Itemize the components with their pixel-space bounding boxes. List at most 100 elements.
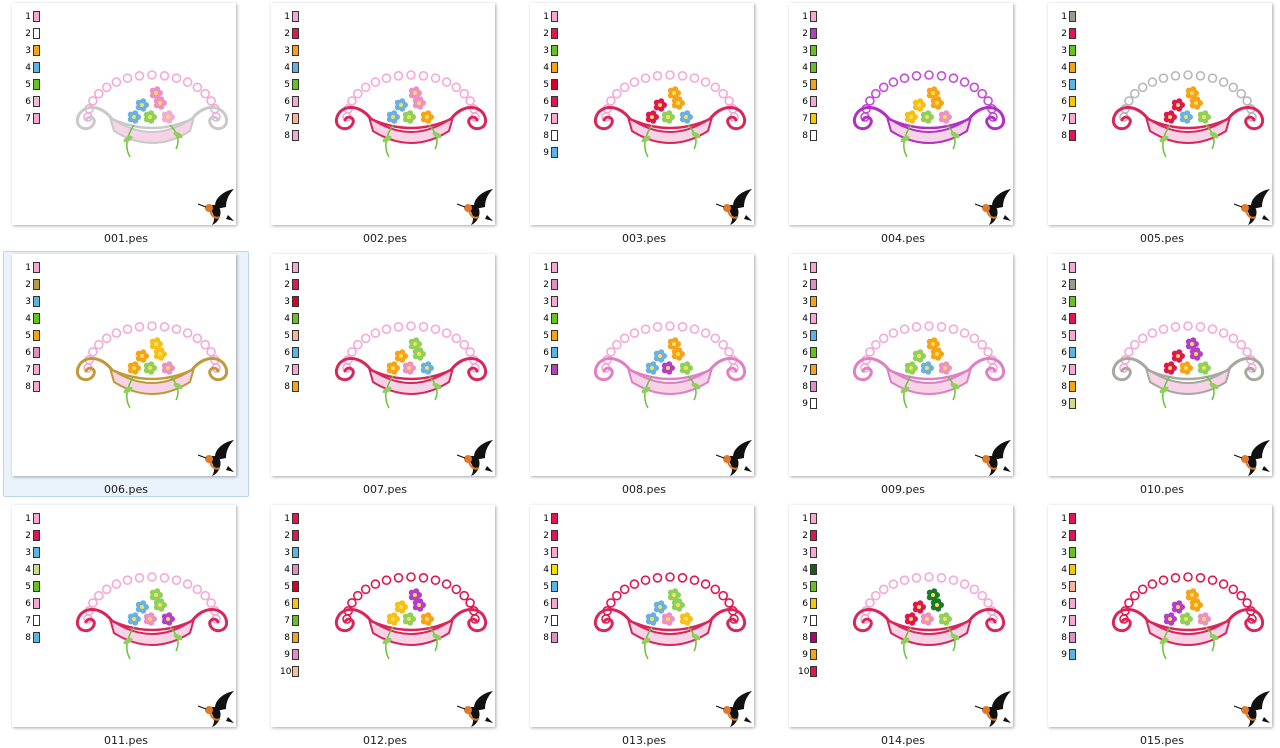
thread-color-row: 4 <box>798 561 817 578</box>
file-tile[interactable]: 1 2 3 4 5 6 7 8 9 10 014.pes <box>780 502 1026 748</box>
thread-color-number: 7 <box>1061 615 1067 626</box>
thread-color-number: 3 <box>284 296 290 307</box>
file-thumbnail[interactable]: 1 2 3 4 5 6 7 8 9 10 <box>789 505 1013 727</box>
thread-color-row: 7 <box>280 361 299 378</box>
thread-color-swatch <box>33 581 40 592</box>
thread-color-number: 2 <box>543 279 549 290</box>
thread-color-swatch <box>1069 632 1076 643</box>
thread-color-row: 7 <box>21 612 40 629</box>
embroidery-design-preview <box>1111 321 1265 409</box>
thread-color-row: 8 <box>798 629 817 646</box>
thread-color-row: 6 <box>1057 344 1076 361</box>
thread-color-row: 8 <box>798 127 817 144</box>
thread-color-swatch <box>810 598 817 609</box>
file-thumbnail[interactable]: 1 2 3 4 5 6 7 <box>12 3 236 225</box>
thread-color-swatch <box>551 62 558 73</box>
thread-color-list: 1 2 3 4 5 6 7 8 9 <box>1057 259 1076 412</box>
thread-color-number: 8 <box>284 130 290 141</box>
thread-color-number: 9 <box>802 649 808 660</box>
thread-color-number: 8 <box>802 381 808 392</box>
file-tile[interactable]: 1 2 3 4 5 6 7 8 9 003.pes <box>521 0 767 246</box>
file-tile[interactable]: 1 2 3 4 5 6 7 8 011.pes <box>3 502 249 748</box>
file-thumbnail[interactable]: 1 2 3 4 5 6 7 8 <box>271 254 495 476</box>
file-thumbnail[interactable]: 1 2 3 4 5 6 7 8 <box>271 3 495 225</box>
thread-color-number: 1 <box>284 11 290 22</box>
file-tile[interactable]: 1 2 3 4 5 6 7 8 002.pes <box>262 0 508 246</box>
file-thumbnail[interactable]: 1 2 3 4 5 6 7 8 9 <box>1048 505 1272 727</box>
file-tile[interactable]: 1 2 3 4 5 6 7 008.pes <box>521 251 767 497</box>
embroidery-design-preview <box>852 70 1006 158</box>
thread-color-row: 6 <box>21 93 40 110</box>
thread-color-number: 2 <box>25 28 31 39</box>
thread-color-row: 9 <box>539 144 558 161</box>
thread-color-number: 3 <box>284 547 290 558</box>
file-tile[interactable]: 1 2 3 4 5 6 7 8 007.pes <box>262 251 508 497</box>
file-thumbnail[interactable]: 1 2 3 4 5 6 7 8 9 <box>789 254 1013 476</box>
thread-color-row: 3 <box>1057 544 1076 561</box>
thread-color-swatch <box>551 113 558 124</box>
thread-color-swatch <box>292 666 299 677</box>
thread-color-number: 8 <box>543 130 549 141</box>
thread-color-number: 5 <box>284 79 290 90</box>
thread-color-number: 2 <box>284 28 290 39</box>
thread-color-swatch <box>1069 530 1076 541</box>
file-name: 004.pes <box>881 232 925 245</box>
thread-color-swatch <box>292 45 299 56</box>
file-name: 005.pes <box>1140 232 1184 245</box>
thread-color-number: 4 <box>802 564 808 575</box>
thread-color-swatch <box>551 279 558 290</box>
thread-color-swatch <box>810 28 817 39</box>
thread-color-number: 8 <box>802 130 808 141</box>
file-thumbnail[interactable]: 1 2 3 4 5 6 7 8 9 10 <box>271 505 495 727</box>
file-thumbnail[interactable]: 1 2 3 4 5 6 7 8 9 <box>1048 254 1272 476</box>
thread-color-number: 5 <box>284 330 290 341</box>
thread-color-row: 1 <box>280 8 299 25</box>
file-tile[interactable]: 1 2 3 4 5 6 7 8 005.pes <box>1039 0 1280 246</box>
thread-color-number: 4 <box>1061 313 1067 324</box>
thread-color-list: 1 2 3 4 5 6 7 8 <box>21 510 40 646</box>
thread-color-swatch <box>810 79 817 90</box>
thread-color-swatch <box>810 45 817 56</box>
file-name: 002.pes <box>363 232 407 245</box>
thread-color-list: 1 2 3 4 5 6 7 8 9 <box>798 259 817 412</box>
thread-color-swatch <box>33 113 40 124</box>
thread-color-row: 5 <box>798 76 817 93</box>
file-tile[interactable]: 1 2 3 4 5 6 7 8 9 009.pes <box>780 251 1026 497</box>
file-thumbnail[interactable]: 1 2 3 4 5 6 7 8 <box>789 3 1013 225</box>
thread-color-row: 3 <box>539 544 558 561</box>
thread-color-row: 3 <box>1057 42 1076 59</box>
thread-color-swatch <box>33 530 40 541</box>
thread-color-row: 8 <box>280 127 299 144</box>
hummingbird-logo-icon <box>198 189 234 225</box>
file-tile[interactable]: 1 2 3 4 5 6 7 8 9 010.pes <box>1039 251 1280 497</box>
thread-color-number: 7 <box>802 364 808 375</box>
file-thumbnail[interactable]: 1 2 3 4 5 6 7 8 <box>12 254 236 476</box>
thread-color-row: 3 <box>280 293 299 310</box>
thread-color-number: 6 <box>802 347 808 358</box>
file-thumbnail[interactable]: 1 2 3 4 5 6 7 <box>530 254 754 476</box>
thread-color-number: 2 <box>284 279 290 290</box>
file-tile[interactable]: 1 2 3 4 5 6 7 8 013.pes <box>521 502 767 748</box>
thread-color-list: 1 2 3 4 5 6 7 8 <box>280 259 299 395</box>
file-tile[interactable]: 1 2 3 4 5 6 7 8 004.pes <box>780 0 1026 246</box>
thread-color-row: 7 <box>1057 110 1076 127</box>
file-thumbnail[interactable]: 1 2 3 4 5 6 7 8 9 <box>530 3 754 225</box>
file-thumbnail[interactable]: 1 2 3 4 5 6 7 8 <box>12 505 236 727</box>
file-thumbnail[interactable]: 1 2 3 4 5 6 7 8 <box>1048 3 1272 225</box>
thread-color-number: 5 <box>543 79 549 90</box>
file-thumbnail[interactable]: 1 2 3 4 5 6 7 8 <box>530 505 754 727</box>
file-tile[interactable]: 1 2 3 4 5 6 7 8 9 10 012.pes <box>262 502 508 748</box>
thread-color-number: 4 <box>543 564 549 575</box>
embroidery-design-preview <box>852 321 1006 409</box>
thread-color-number: 3 <box>543 296 549 307</box>
thread-color-number: 3 <box>25 45 31 56</box>
thread-color-swatch <box>292 11 299 22</box>
thread-color-row: 3 <box>539 293 558 310</box>
thread-color-row: 8 <box>1057 378 1076 395</box>
file-tile[interactable]: 1 2 3 4 5 6 7 8 006.pes <box>3 251 249 497</box>
thread-color-swatch <box>1069 564 1076 575</box>
thread-color-row: 2 <box>280 276 299 293</box>
file-tile[interactable]: 1 2 3 4 5 6 7 001.pes <box>3 0 249 246</box>
thread-color-row: 1 <box>1057 8 1076 25</box>
file-tile[interactable]: 1 2 3 4 5 6 7 8 9 015.pes <box>1039 502 1280 748</box>
